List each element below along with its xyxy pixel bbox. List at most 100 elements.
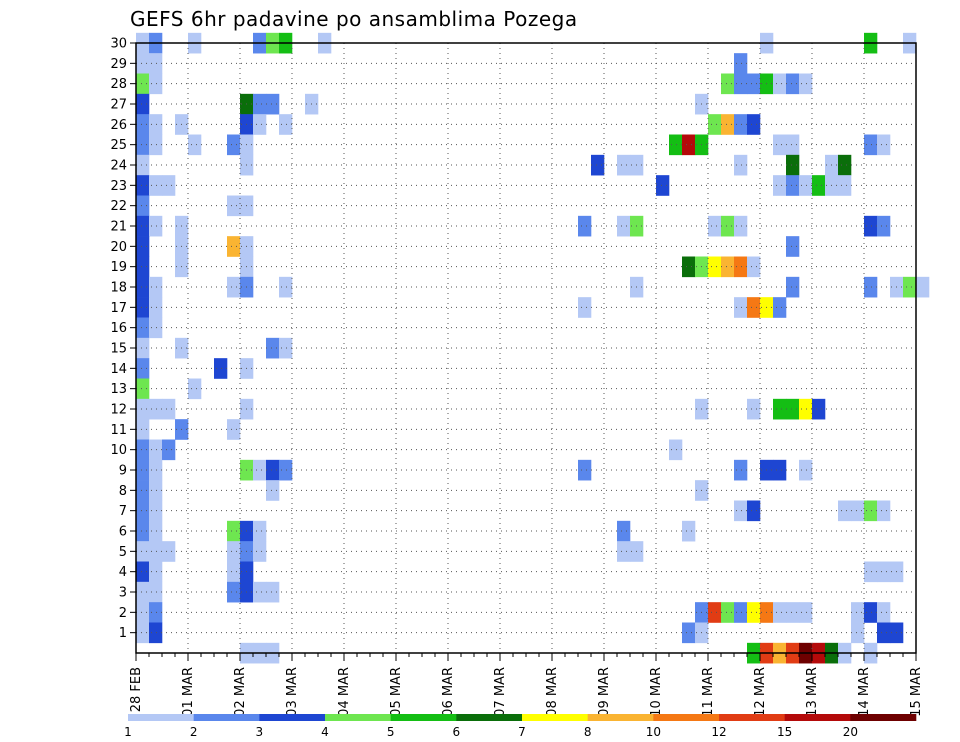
precip-cell	[721, 114, 735, 135]
precip-cell	[773, 134, 787, 156]
colorbar-swatch	[456, 714, 523, 721]
y-tick-label: 9	[119, 464, 127, 479]
precip-cell	[136, 195, 150, 217]
precip-cell	[799, 73, 813, 95]
precip-cell	[617, 520, 631, 542]
precip-cell	[851, 500, 865, 522]
precip-cell	[877, 500, 891, 522]
colorbar-swatch	[587, 714, 654, 721]
precip-cell	[864, 134, 878, 156]
precip-cell	[617, 215, 631, 237]
colorbar-swatch	[653, 714, 720, 721]
precip-cell	[149, 581, 163, 603]
colorbar-label: 2	[190, 725, 198, 739]
precip-cell	[162, 398, 176, 420]
precip-cell	[734, 53, 748, 74]
precip-cell	[877, 134, 891, 156]
precip-cell	[578, 297, 592, 318]
precip-cell	[578, 215, 592, 237]
precip-cell	[136, 337, 150, 359]
precip-cell	[734, 215, 748, 237]
precip-cell	[721, 215, 735, 237]
precip-cell	[747, 73, 761, 95]
precip-cell	[578, 459, 592, 481]
colorbar-label: 3	[256, 725, 264, 739]
x-tick-label: 12 MAR	[753, 667, 768, 717]
y-tick-label: 5	[119, 545, 127, 560]
precip-cell	[136, 215, 150, 237]
precip-cell	[734, 154, 748, 176]
precip-cell	[136, 541, 150, 562]
precip-cell	[721, 602, 735, 623]
precip-cell	[136, 175, 150, 196]
x-axis-date-ticks: 28 FEB 01 MAR 02 MAR 03 MAR 04 MAR 05 MAR 06 M…	[129, 653, 924, 717]
x-tick-label: 04 MAR	[337, 667, 352, 717]
precip-cell	[669, 134, 683, 156]
colorbar-label: 12	[711, 725, 726, 739]
y-tick-label: 27	[110, 98, 127, 113]
precip-cell	[136, 317, 150, 339]
precip-cell	[136, 93, 150, 115]
precip-cell	[136, 256, 150, 278]
precip-cell	[734, 602, 748, 623]
precip-cell	[227, 195, 241, 217]
precip-cell	[149, 73, 163, 95]
precip-cell	[136, 154, 150, 176]
precip-cell	[227, 419, 241, 440]
precip-cell	[747, 398, 761, 420]
precip-cell	[877, 622, 891, 644]
colorbar-swatch	[719, 714, 785, 721]
precip-cell	[253, 93, 267, 115]
precip-cell	[136, 419, 150, 440]
precip-cell	[734, 256, 748, 278]
precip-cell	[682, 134, 696, 156]
precip-cell	[136, 114, 150, 135]
precip-cell	[253, 114, 267, 135]
y-tick-label: 26	[110, 118, 127, 133]
colorbar-swatch	[390, 714, 457, 721]
y-tick-label: 11	[110, 423, 127, 438]
x-tick-label: 07 MAR	[493, 667, 508, 717]
precip-cell	[786, 236, 800, 257]
precip-cell	[266, 459, 280, 481]
precip-cell	[136, 500, 150, 522]
y-tick-label: 6	[119, 525, 127, 540]
heatmap-cells	[136, 32, 930, 664]
precip-cell	[708, 256, 722, 278]
colorbar-swatch	[325, 714, 391, 721]
precip-cell	[669, 439, 683, 461]
x-tick-label: 01 MAR	[181, 667, 196, 717]
precip-cell	[799, 602, 813, 623]
colorbar-label: 4	[321, 725, 329, 739]
y-tick-label: 23	[110, 179, 127, 194]
precip-cell	[227, 541, 241, 562]
y-tick-label: 24	[110, 159, 127, 174]
y-tick-label: 28	[110, 77, 127, 92]
y-tick-label: 17	[110, 301, 127, 316]
x-tick-label: 15 MAR	[909, 667, 924, 717]
chart-title: GEFS 6hr padavine po ansamblima Pozega	[130, 7, 578, 31]
precip-cell	[708, 215, 722, 237]
precip-cell	[786, 398, 800, 420]
precip-cell	[253, 581, 267, 603]
precip-cell	[162, 439, 176, 461]
precip-cell	[747, 256, 761, 278]
precip-cell	[227, 236, 241, 257]
precip-cell	[877, 602, 891, 623]
precip-cell	[682, 520, 696, 542]
precip-cell	[773, 297, 787, 318]
precip-cell	[851, 622, 865, 644]
x-tick-label: 13 MAR	[805, 667, 820, 717]
precip-cell	[266, 337, 280, 359]
precip-cell	[734, 73, 748, 95]
colorbar-swatch	[850, 714, 917, 721]
y-tick-label: 13	[110, 382, 127, 397]
y-tick-label: 12	[110, 403, 127, 418]
precip-cell	[799, 459, 813, 481]
y-tick-label: 8	[119, 484, 127, 499]
precip-cell	[227, 520, 241, 542]
precip-cell	[149, 134, 163, 156]
x-tick-label: 11 MAR	[701, 667, 716, 717]
x-tick-label: 08 MAR	[545, 667, 560, 717]
y-tick-label: 2	[119, 606, 127, 621]
